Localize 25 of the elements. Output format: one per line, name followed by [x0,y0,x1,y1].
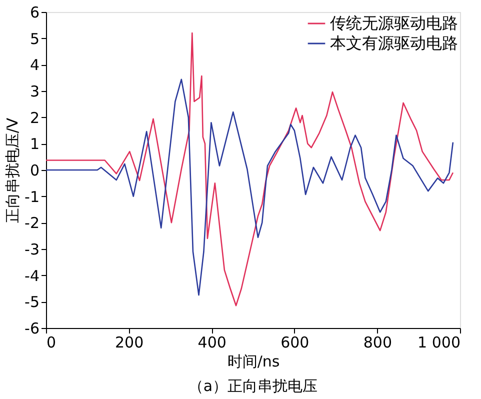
legend-label: 传统无源驱动电路 [330,14,458,32]
y-tick-label: 4 [30,56,40,74]
y-tick-label: -3 [24,240,40,258]
y-tick-label: 3 [30,82,40,100]
x-tick-label: 200 [114,334,144,352]
legend-label: 本文有源驱动电路 [330,34,458,52]
y-tick-label: -6 [24,320,40,338]
y-axis-title: 正向串扰电压/V [4,117,22,224]
x-tick-label: 800 [363,334,392,352]
x-tick-label: 600 [280,334,310,352]
y-tick-label: -2 [24,214,40,232]
text: （a）正向串扰电压 [188,377,318,395]
y-tick-label: 5 [30,30,40,48]
x-tick-label: 400 [198,334,226,352]
y-tick-label: 0 [30,162,40,180]
y-tick-label: -1 [24,188,40,206]
y-tick-label: -5 [24,293,40,312]
line-series [45,78,454,296]
y-tick-label: -4 [24,266,40,285]
y-tick-label: 2 [30,108,40,127]
x-tick-label: 0 [46,334,56,352]
y-tick-label: 1 [30,135,40,154]
y-tick-label: 6 [30,4,40,22]
x-axis-title: 时间/ns [227,352,280,370]
x-tick-label: 1 000 [418,334,460,352]
